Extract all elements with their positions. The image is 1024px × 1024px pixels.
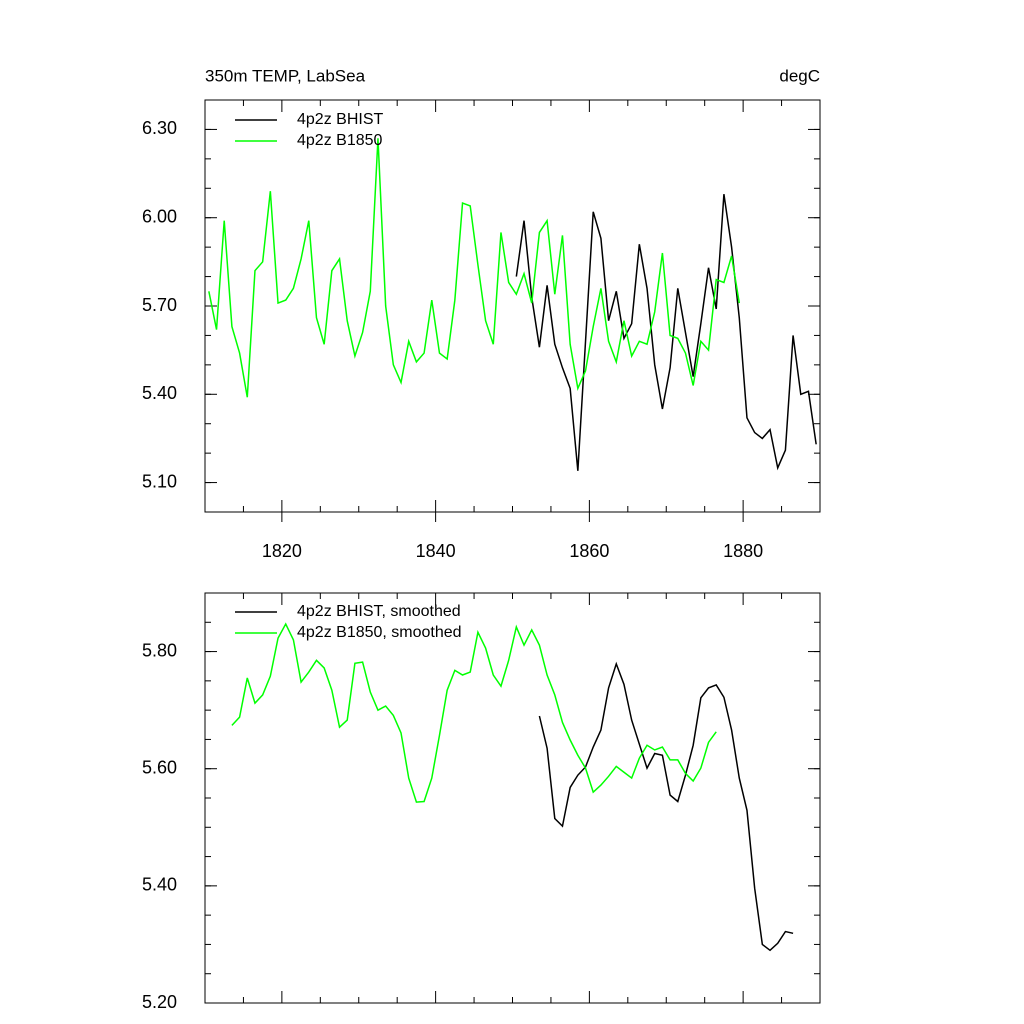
series-line — [515, 194, 817, 471]
legend-label: 4p2z B1850, smoothed — [297, 624, 462, 641]
y-tick-label: 5.70 — [142, 295, 177, 315]
x-tick-label: 1880 — [723, 541, 763, 561]
y-tick-label: 5.10 — [142, 471, 177, 491]
legend-label: 4p2z BHIST, smoothed — [297, 603, 461, 620]
series-line — [208, 138, 741, 398]
y-tick-label: 5.20 — [142, 992, 177, 1012]
plot-frame — [204, 99, 821, 513]
y-tick-label: 5.80 — [142, 640, 177, 660]
y-tick-label: 5.40 — [142, 875, 177, 895]
x-tick-label: 1840 — [416, 541, 456, 561]
plot-frame — [204, 592, 821, 1004]
x-tick-label: 1820 — [262, 541, 302, 561]
series-line — [538, 661, 794, 952]
y-tick-label: 5.60 — [142, 757, 177, 777]
legend-label: 4p2z B1850 — [297, 132, 383, 149]
y-tick-label: 6.30 — [142, 118, 177, 138]
chart-title: 350m TEMP, LabSea — [205, 66, 366, 85]
y-tick-label: 5.40 — [142, 383, 177, 403]
series-line — [231, 622, 717, 803]
y-tick-label: 6.00 — [142, 206, 177, 226]
units-label: degC — [779, 66, 820, 85]
x-tick-label: 1860 — [569, 541, 609, 561]
legend-label: 4p2z BHIST — [297, 111, 383, 128]
